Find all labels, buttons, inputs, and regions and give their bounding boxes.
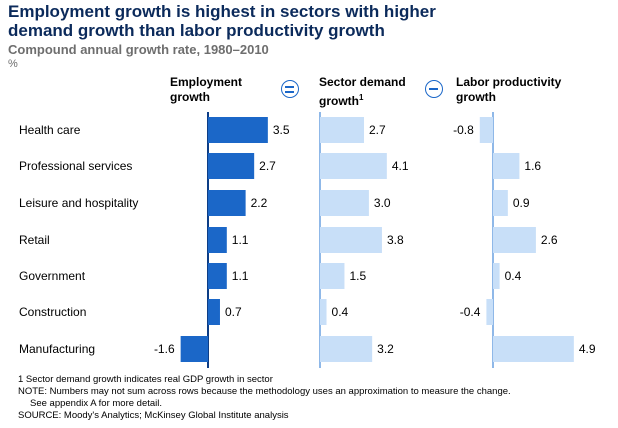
- productivity-bar: [493, 227, 536, 253]
- employment-bar: [208, 153, 255, 179]
- productivity-bar: [493, 336, 574, 362]
- employment-value-label: 1.1: [232, 269, 249, 283]
- category-label: Retail: [19, 233, 50, 247]
- demand-value-label: 2.7: [369, 123, 386, 137]
- demand-value-label: 4.1: [392, 159, 409, 173]
- employment-value-label: 2.2: [251, 196, 268, 210]
- employment-value-label: 2.7: [259, 159, 276, 173]
- productivity-bar: [493, 153, 520, 179]
- footnote-1: 1 Sector demand growth indicates real GD…: [18, 374, 273, 385]
- footnote-source: SOURCE: Moody's Analytics; McKinsey Glob…: [18, 410, 289, 421]
- title-line-1: Employment growth is highest in sectors …: [8, 2, 436, 21]
- footnotes: 1 Sector demand growth indicates real GD…: [18, 374, 511, 422]
- employment-header: Employment growth: [170, 75, 242, 105]
- employment-bar: [180, 336, 208, 362]
- demand-bar: [320, 263, 345, 289]
- category-label: Manufacturing: [19, 342, 95, 356]
- category-label: Leisure and hospitality: [19, 196, 138, 210]
- productivity-value-label: 4.9: [579, 342, 596, 356]
- employment-bar: [208, 299, 220, 325]
- productivity-value-label: -0.4: [460, 305, 481, 319]
- demand-header-line2: growth1: [319, 90, 406, 109]
- demand-bar: [320, 227, 382, 253]
- productivity-bar: [493, 190, 508, 216]
- demand-footnote-marker: 1: [359, 93, 364, 102]
- employment-bar: [208, 227, 227, 253]
- demand-value-label: 3.8: [387, 233, 404, 247]
- employment-value-label: 1.1: [232, 233, 249, 247]
- employment-value-label: -1.6: [154, 342, 175, 356]
- productivity-header-line1: Labor productivity: [456, 75, 562, 89]
- demand-header-line2-text: growth: [319, 94, 359, 108]
- employment-value-label: 0.7: [225, 305, 242, 319]
- productivity-value-label: 2.6: [541, 233, 558, 247]
- footnote-appendix: See appendix A for more detail.: [30, 398, 163, 409]
- unit-label: %: [8, 58, 18, 70]
- category-label: Construction: [19, 305, 86, 319]
- demand-bar: [320, 336, 373, 362]
- demand-bar: [320, 117, 365, 143]
- chart-subtitle: Compound annual growth rate, 1980–2010: [8, 42, 269, 57]
- category-label: Health care: [19, 123, 81, 137]
- productivity-header: Labor productivity growth: [456, 75, 561, 105]
- footnote-note: NOTE: Numbers may not sum across rows be…: [18, 386, 511, 397]
- productivity-value-label: -0.8: [453, 123, 474, 137]
- productivity-value-label: 0.9: [513, 196, 530, 210]
- employment-header-line1: Employment: [170, 75, 243, 89]
- demand-value-label: 1.5: [349, 269, 366, 283]
- demand-header: Sector demand growth1: [319, 75, 406, 109]
- productivity-bar: [493, 263, 500, 289]
- demand-bar: [320, 299, 327, 325]
- employment-bar: [208, 190, 246, 216]
- employment-bar: [208, 263, 227, 289]
- productivity-header-line2: growth: [456, 90, 496, 104]
- employment-bar: [208, 117, 268, 143]
- demand-bar: [320, 190, 369, 216]
- productivity-value-label: 0.4: [505, 269, 522, 283]
- demand-value-label: 0.4: [332, 305, 349, 319]
- title-line-2: demand growth than labor productivity gr…: [8, 21, 385, 40]
- minus-icon: [425, 80, 443, 98]
- category-label: Government: [19, 269, 86, 283]
- productivity-value-label: 1.6: [524, 159, 541, 173]
- productivity-bar: [479, 117, 493, 143]
- employment-header-line2: growth: [170, 90, 210, 104]
- productivity-bar: [486, 299, 493, 325]
- category-label: Professional services: [19, 159, 132, 173]
- demand-bar: [320, 153, 387, 179]
- employment-value-label: 3.5: [273, 123, 290, 137]
- chart-title: Employment growth is highest in sectors …: [8, 2, 608, 40]
- demand-value-label: 3.0: [374, 196, 391, 210]
- demand-value-label: 3.2: [377, 342, 394, 356]
- equals-icon: [281, 80, 299, 98]
- demand-header-line1: Sector demand: [319, 75, 406, 89]
